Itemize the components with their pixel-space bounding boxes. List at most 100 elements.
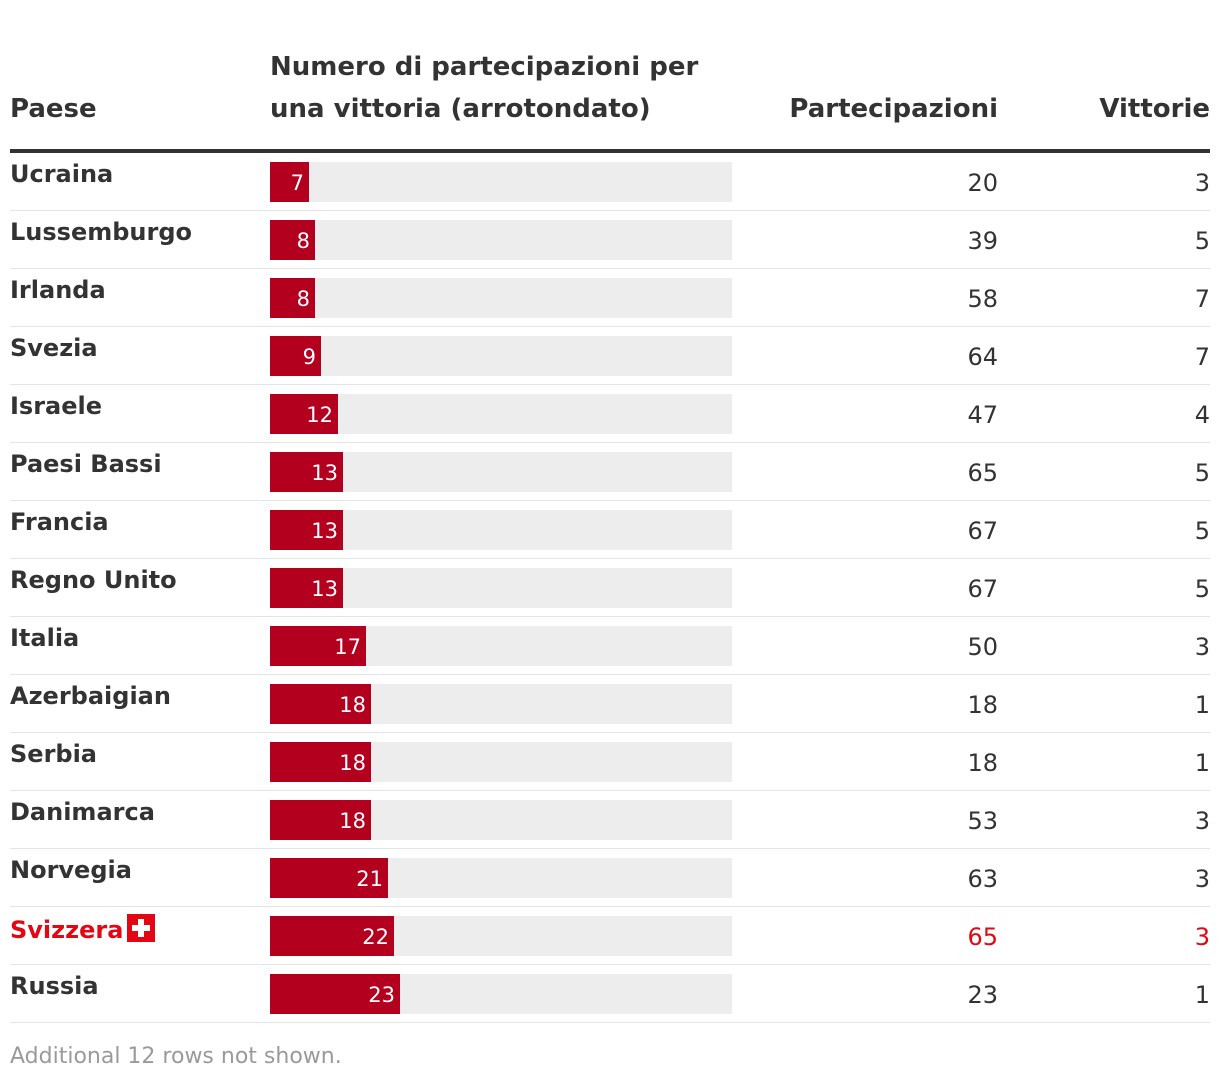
ratio-bar: 12 bbox=[270, 394, 338, 434]
table-row: Svezia 9 64 7 bbox=[10, 327, 1210, 385]
wins-value: 5 bbox=[1194, 227, 1210, 255]
country-name: Irlanda bbox=[10, 276, 106, 304]
table-row: Azerbaigian 18 18 1 bbox=[10, 675, 1210, 733]
wins-value: 3 bbox=[1194, 923, 1210, 951]
table-row: Israele 12 47 4 bbox=[10, 385, 1210, 443]
country-label: Serbia bbox=[10, 740, 97, 768]
country-name: Norvegia bbox=[10, 856, 132, 884]
column-header-participations: Partecipazioni bbox=[789, 94, 998, 124]
ratio-bar-label: 7 bbox=[290, 171, 304, 195]
table-row: Paesi Bassi 13 65 5 bbox=[10, 443, 1210, 501]
bar-track: 18 bbox=[270, 800, 732, 840]
ratio-bar-label: 8 bbox=[296, 287, 310, 311]
column-header-country: Paese bbox=[10, 94, 97, 124]
bar-track: 23 bbox=[270, 974, 732, 1014]
table-row: Irlanda 8 58 7 bbox=[10, 269, 1210, 327]
ratio-bar: 9 bbox=[270, 336, 321, 376]
participations-value: 65 bbox=[967, 459, 998, 487]
ratio-bar: 8 bbox=[270, 220, 315, 260]
ratio-bar-label: 18 bbox=[339, 751, 366, 775]
country-name: Azerbaigian bbox=[10, 682, 171, 710]
country-name: Italia bbox=[10, 624, 79, 652]
participations-value: 67 bbox=[967, 575, 998, 603]
country-label: Italia bbox=[10, 624, 80, 652]
participations-value: 39 bbox=[967, 227, 998, 255]
ratio-bar: 18 bbox=[270, 684, 371, 724]
ratio-bar: 21 bbox=[270, 858, 388, 898]
table-row: Russia 23 23 1 bbox=[10, 965, 1210, 1023]
country-label: Lussemburgo bbox=[10, 218, 193, 246]
country-name: Svizzera bbox=[10, 914, 156, 944]
wins-value: 3 bbox=[1194, 807, 1210, 835]
wins-value: 5 bbox=[1194, 459, 1210, 487]
bar-track: 21 bbox=[270, 858, 732, 898]
ratio-bar: 17 bbox=[270, 626, 366, 666]
participations-value: 65 bbox=[967, 923, 998, 951]
ratio-bar-label: 9 bbox=[302, 345, 316, 369]
ratio-bar-label: 18 bbox=[339, 693, 366, 717]
country-label: Irlanda bbox=[10, 276, 106, 304]
ratio-bar-label: 18 bbox=[339, 809, 366, 833]
ratio-bar-label: 13 bbox=[311, 577, 338, 601]
table-row: Serbia 18 18 1 bbox=[10, 733, 1210, 791]
country-label: Israele bbox=[10, 392, 103, 420]
bar-track: 17 bbox=[270, 626, 732, 666]
bar-track: 22 bbox=[270, 916, 732, 956]
bar-track: 13 bbox=[270, 568, 732, 608]
country-label: Francia bbox=[10, 508, 109, 536]
wins-value: 3 bbox=[1194, 169, 1210, 197]
bar-track: 18 bbox=[270, 742, 732, 782]
participations-value: 67 bbox=[967, 517, 998, 545]
participations-value: 20 bbox=[967, 169, 998, 197]
country-name: Paesi Bassi bbox=[10, 450, 162, 478]
participations-value: 64 bbox=[967, 343, 998, 371]
footnote: Additional 12 rows not shown. bbox=[10, 1044, 342, 1069]
wins-value: 7 bbox=[1194, 285, 1210, 313]
table-row: Lussemburgo 8 39 5 bbox=[10, 211, 1210, 269]
ratio-bar: 7 bbox=[270, 162, 309, 202]
ratio-bar-label: 13 bbox=[311, 461, 338, 485]
country-label: Norvegia bbox=[10, 856, 132, 884]
table-row: Norvegia 21 63 3 bbox=[10, 849, 1210, 907]
bar-track: 12 bbox=[270, 394, 732, 434]
country-label: Russia bbox=[10, 972, 99, 1000]
wins-value: 1 bbox=[1194, 749, 1210, 777]
participations-value: 53 bbox=[967, 807, 998, 835]
country-name: Russia bbox=[10, 972, 99, 1000]
bar-track: 9 bbox=[270, 336, 732, 376]
participations-value: 23 bbox=[967, 981, 998, 1009]
participations-value: 50 bbox=[967, 633, 998, 661]
country-name: Svezia bbox=[10, 334, 98, 362]
participations-value: 18 bbox=[967, 691, 998, 719]
country-name: Lussemburgo bbox=[10, 218, 192, 246]
ratio-bar: 22 bbox=[270, 916, 394, 956]
ratio-bar: 13 bbox=[270, 510, 343, 550]
ratio-bar-label: 13 bbox=[311, 519, 338, 543]
ratio-bar-label: 12 bbox=[306, 403, 333, 427]
ratio-bar: 13 bbox=[270, 568, 343, 608]
table-row: Svizzera 22 65 3 bbox=[10, 907, 1210, 965]
country-label: Azerbaigian bbox=[10, 682, 171, 710]
country-label: Ucraina bbox=[10, 160, 114, 188]
table-body: Ucraina 7 20 3 Lussemburgo 8 39 5 Irlanda 8 58 7 Sve… bbox=[10, 153, 1210, 1023]
country-name: Ucraina bbox=[10, 160, 113, 188]
country-name: Danimarca bbox=[10, 798, 155, 826]
swiss-flag-icon bbox=[127, 914, 156, 942]
bar-track: 13 bbox=[270, 510, 732, 550]
wins-value: 1 bbox=[1194, 981, 1210, 1009]
ratio-bar: 18 bbox=[270, 800, 371, 840]
country-name: Francia bbox=[10, 508, 109, 536]
participations-value: 63 bbox=[967, 865, 998, 893]
column-header-wins: Vittorie bbox=[1099, 94, 1210, 124]
bar-track: 8 bbox=[270, 220, 732, 260]
ratio-bar-label: 23 bbox=[368, 983, 395, 1007]
country-name: Regno Unito bbox=[10, 566, 177, 594]
ratio-bar: 8 bbox=[270, 278, 315, 318]
ratio-bar-label: 21 bbox=[356, 867, 383, 891]
bar-track: 7 bbox=[270, 162, 732, 202]
header-divider bbox=[10, 149, 1210, 153]
table-row: Danimarca 18 53 3 bbox=[10, 791, 1210, 849]
ratio-bar: 18 bbox=[270, 742, 371, 782]
bar-track: 18 bbox=[270, 684, 732, 724]
wins-value: 7 bbox=[1194, 343, 1210, 371]
